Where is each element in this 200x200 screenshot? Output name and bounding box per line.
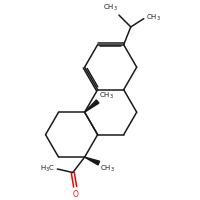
Text: O: O [72,190,78,199]
Text: CH$_3$: CH$_3$ [99,90,114,101]
Polygon shape [85,100,99,112]
Text: CH$_3$: CH$_3$ [103,3,118,13]
Text: CH$_3$: CH$_3$ [100,164,115,174]
Text: H$_3$C: H$_3$C [40,164,55,174]
Polygon shape [85,157,100,165]
Text: CH$_3$: CH$_3$ [146,13,161,23]
